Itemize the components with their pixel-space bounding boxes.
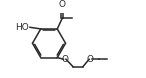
Text: O: O: [87, 55, 94, 64]
Text: O: O: [59, 0, 66, 9]
Text: HO: HO: [15, 23, 29, 32]
Text: O: O: [61, 55, 68, 64]
